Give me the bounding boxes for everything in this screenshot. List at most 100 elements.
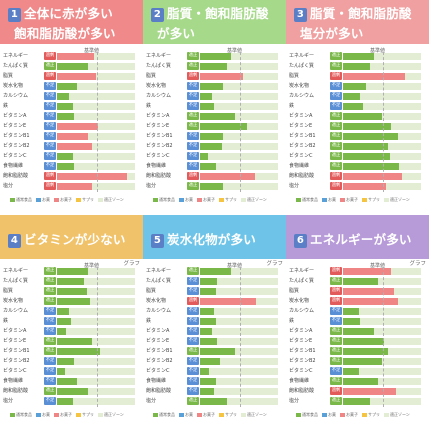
- zone-track: [343, 278, 421, 285]
- zone-track: [57, 143, 135, 150]
- status-badge: 過剰: [187, 172, 199, 180]
- legend-label: お菓子: [60, 197, 72, 202]
- nutrient-bar: [200, 133, 224, 140]
- chart-legend: 通常食品 お菓 お菓子 サプリ 適正ゾーン: [153, 197, 283, 205]
- status-badge: 適正: [330, 62, 342, 70]
- nutrient-row: エネルギー 適正: [143, 267, 286, 275]
- nutrient-label: 炭水化物: [146, 83, 167, 89]
- nutrient-label: ビタミンC: [3, 368, 27, 374]
- nutrient-bar: [57, 103, 73, 110]
- nutrient-bar: [57, 163, 75, 170]
- nutrient-bar-chart: エネルギー 適正 たんぱく質 適正 脂質 適正 炭水化物 適正 カルシウム 不足鉄不足 ビタミンA 不…: [0, 267, 143, 407]
- nutrient-row: 炭水化物 過剰: [143, 297, 286, 305]
- status-badge: 不足: [44, 327, 56, 335]
- panel-title-text: ビタミンが少ない: [24, 232, 126, 247]
- zone-track: [200, 63, 278, 70]
- panel-number-badge: 4: [8, 234, 21, 248]
- nutrient-row: 塩分 過剰: [0, 182, 143, 190]
- legend-swatch: [322, 413, 327, 417]
- graph-button[interactable]: グラフ: [266, 261, 283, 267]
- nutrient-row: 脂質 過剰: [0, 72, 143, 80]
- legend-item: お菓子: [340, 412, 358, 418]
- nutrient-bar: [343, 328, 375, 335]
- nutrient-label: エネルギー: [3, 53, 29, 59]
- zone-track: [57, 278, 135, 285]
- reference-line: [383, 267, 384, 407]
- nutrient-row: 炭水化物 過剰: [286, 297, 429, 305]
- nutrient-label: 鉄: [3, 318, 9, 324]
- graph-button[interactable]: グラフ: [123, 261, 140, 267]
- nutrient-label: カルシウム: [146, 93, 172, 99]
- legend-item: 通常食品: [153, 197, 175, 203]
- zone-track: [57, 338, 135, 345]
- nutrient-label: ビタミンB1: [289, 133, 316, 139]
- zone-track: [57, 378, 135, 385]
- status-badge: 不足: [44, 317, 56, 325]
- status-badge: 適正: [330, 337, 342, 345]
- nutrient-bar: [200, 153, 208, 160]
- zone-track: [343, 103, 421, 110]
- nutrient-row: 塩分 適正: [143, 182, 286, 190]
- status-badge: 適正: [187, 347, 199, 355]
- nutrient-row: 塩分 不足: [0, 397, 143, 405]
- status-badge: 不足: [187, 132, 199, 140]
- panel-number-badge: 6: [294, 234, 307, 248]
- nutrient-bar: [57, 298, 90, 305]
- nutrient-bar: [57, 63, 89, 70]
- nutrient-label: ビタミンB2: [289, 358, 316, 364]
- nutrient-row: ビタミンE 不足: [143, 337, 286, 345]
- nutrient-row: ビタミンB1 適正: [143, 347, 286, 355]
- zone-track: [57, 268, 135, 275]
- nutrient-label: たんぱく質: [146, 63, 172, 69]
- nutrient-row: 食物繊維 不足: [0, 162, 143, 170]
- panel-number-badge: 5: [151, 234, 164, 248]
- legend-label: お菓子: [60, 412, 72, 417]
- legend-swatch: [10, 413, 15, 417]
- legend-item: お菓子: [340, 197, 358, 203]
- panel-title-text: 炭水化物が多い: [167, 232, 256, 247]
- status-badge: 不足: [44, 122, 56, 130]
- status-badge: 適正: [44, 267, 56, 275]
- nutrient-row: たんぱく質 不足: [143, 277, 286, 285]
- legend-item: サプリ: [219, 412, 237, 418]
- graph-button[interactable]: グラフ: [409, 261, 426, 267]
- legend-swatch: [384, 198, 389, 202]
- status-badge: 不足: [187, 82, 199, 90]
- status-badge: 不足: [330, 92, 342, 100]
- nutrient-label: 脂質: [146, 73, 157, 79]
- nutrient-row: ビタミンE 適正: [286, 337, 429, 345]
- nutrient-label: ビタミンB2: [3, 358, 30, 364]
- nutrient-bar: [57, 83, 77, 90]
- zone-track: [57, 308, 135, 315]
- legend-swatch: [36, 198, 41, 202]
- legend-item: 適正ゾーン: [98, 197, 124, 203]
- nutrient-bar: [343, 123, 392, 130]
- nutrient-row: 食物繊維 不足: [143, 377, 286, 385]
- chart-legend: 通常食品 お菓 お菓子 サプリ 適正ゾーン: [296, 412, 426, 420]
- legend-label: サプリ: [82, 197, 94, 202]
- nutrient-label: 食物繊維: [289, 378, 310, 384]
- status-badge: 適正: [187, 112, 199, 120]
- nutrient-bar: [343, 143, 389, 150]
- nutrient-bar: [200, 348, 236, 355]
- chart-legend: 通常食品 お菓 お菓子 サプリ 適正ゾーン: [153, 412, 283, 420]
- legend-swatch: [76, 413, 81, 417]
- zone-track: [343, 63, 421, 70]
- zone-track: [343, 378, 421, 385]
- nutrient-bar: [343, 398, 371, 405]
- nutrient-row: 鉄 不足: [0, 102, 143, 110]
- nutrient-label: 塩分: [146, 398, 157, 404]
- zone-track: [57, 328, 135, 335]
- nutrient-bar: [200, 378, 216, 385]
- nutrient-bar: [57, 143, 93, 150]
- chart-panel-3: 3 脂質・飽和脂肪酸 塩分が多い 基準値 エネルギー 適正 たんぱく質 適正 脂質 過剰 炭水化物不…: [286, 0, 429, 215]
- legend-label: 通常食品: [159, 197, 175, 202]
- nutrient-bar: [200, 93, 212, 100]
- nutrient-bar: [57, 268, 89, 275]
- nutrient-bar: [57, 288, 87, 295]
- nutrient-bar: [343, 133, 398, 140]
- nutrient-label: エネルギー: [289, 268, 315, 274]
- zone-track: [57, 163, 135, 170]
- legend-swatch: [36, 413, 41, 417]
- nutrient-label: 塩分: [289, 398, 300, 404]
